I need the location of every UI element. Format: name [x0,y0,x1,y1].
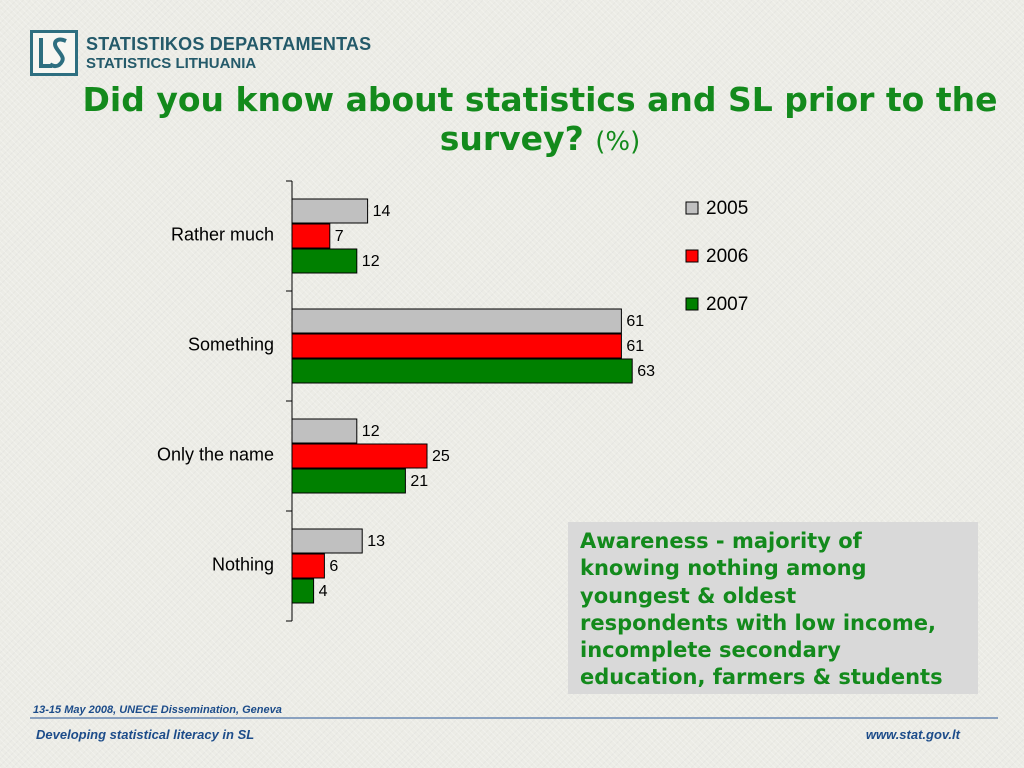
note-line: youngest & oldest [580,583,797,608]
legend-swatch [685,249,699,263]
data-label: 12 [362,253,380,270]
category-label: Only the name [157,444,274,464]
bar [291,468,406,494]
note-line: education, farmers & students [580,665,943,690]
logo-icon [30,30,78,76]
note-line: knowing nothing among [580,556,867,581]
bar [291,443,428,469]
data-label: 61 [626,313,644,330]
org-name-lt: STATISTIKOS DEPARTAMENTAS [86,34,372,54]
data-label: 61 [626,338,644,355]
note-line: Awareness - majority of [580,529,862,553]
legend-swatch [685,201,699,215]
event-date: 13-15 May 2008, UNECE Dissemination, Gen… [33,704,282,716]
data-label: 25 [432,448,450,465]
category-label: Nothing [212,554,274,574]
bar [291,578,315,604]
bar [291,528,363,554]
chart-title-text: Did you know about statistics and SL pri… [82,80,998,158]
category-label: Something [188,334,274,354]
footer-title: Developing statistical literacy in SL [36,727,255,742]
bar [291,553,325,579]
bar [291,418,358,444]
data-label: 12 [362,423,380,440]
chart-title: Did you know about statistics and SL pri… [60,80,1020,162]
bar [291,333,622,359]
bar [291,308,622,334]
legend-label: 2005 [706,198,748,219]
note-line: respondents with low income, [580,610,936,635]
footer-divider [30,717,998,719]
legend-label: 2007 [706,294,748,315]
category-label: Rather much [171,224,274,244]
data-label: 63 [637,363,655,380]
bar [291,223,331,249]
footer-website-link[interactable]: www.stat.gov.lt [865,727,960,742]
legend-label: 2006 [706,246,748,267]
bar [291,358,633,384]
data-label: 21 [410,473,428,490]
note-line: incomplete secondary [580,638,841,663]
bar [291,248,358,274]
note-box: Awareness - majority of knowing nothing … [568,522,978,694]
legend-swatch [685,297,699,311]
data-label: 13 [367,533,385,550]
bar [291,198,369,224]
chart-title-unit: (%) [595,127,641,157]
org-name-en: STATISTICS LITHUANIA [86,55,257,72]
data-label: 7 [335,228,344,245]
data-label: 14 [373,203,391,220]
data-label: 4 [319,583,328,600]
data-label: 6 [329,558,338,575]
